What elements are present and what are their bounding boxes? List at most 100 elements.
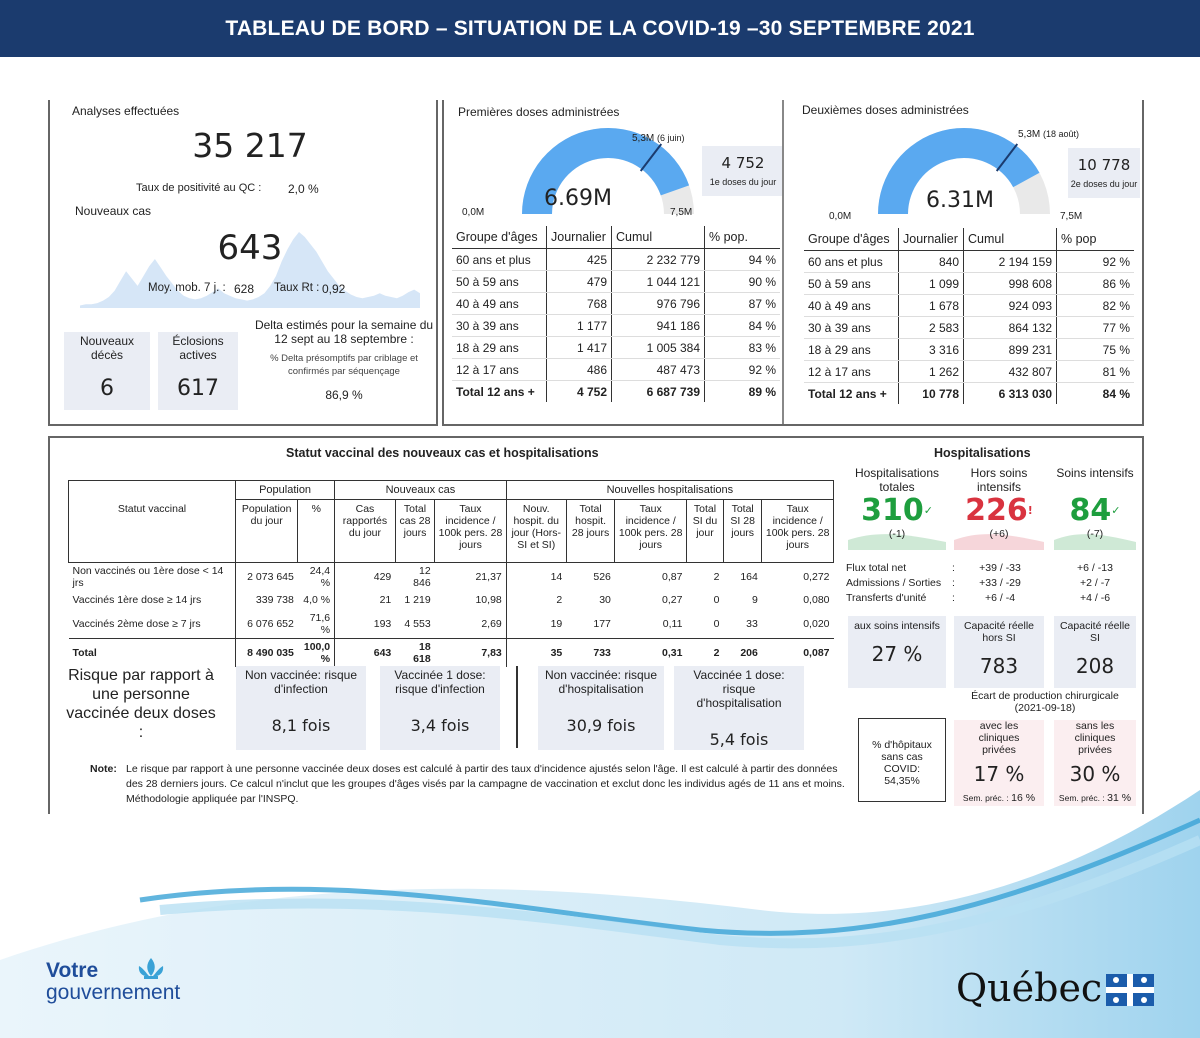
table-cell: 924 093: [963, 294, 1057, 317]
statut-column-header[interactable]: Population du jour: [234, 499, 299, 563]
deuxiemes-card-value: 10 778: [1077, 156, 1131, 174]
table-cell: 100,0 %: [297, 637, 335, 667]
statut-column-header[interactable]: Total hospit. 28 jours: [565, 499, 616, 563]
table-cell: 4 752: [546, 380, 612, 402]
table-row[interactable]: 50 à 59 ans 479 1 044 121 90 %: [452, 270, 780, 293]
deuxiemes-card-label: 2e doses du jour: [1070, 179, 1138, 189]
table-cell: 40 à 49 ans: [804, 294, 899, 317]
gauge-fill: [878, 128, 1040, 214]
table-total-row: Total 8 490 035 100,0 % 643 18 618 7,83 35 733 0…: [68, 637, 834, 667]
quebec-logo: Québec: [956, 966, 1154, 1010]
table-row[interactable]: Vaccinés 1ère dose ≥ 14 jrs 339 738 4,0 % 2…: [69, 590, 834, 610]
table-cell: 50 à 59 ans: [804, 272, 899, 295]
table-row[interactable]: 60 ans et plus 840 2 194 159 92 %: [804, 250, 1134, 273]
statut-column-header[interactable]: Taux incidence / 100k pers. 28 jours: [434, 499, 507, 563]
table-row[interactable]: 40 à 49 ans 768 976 796 87 %: [452, 292, 780, 315]
cap-si2-label: Capacité réelle SI: [1059, 620, 1131, 644]
table-row[interactable]: 40 à 49 ans 1 678 924 093 82 %: [804, 294, 1134, 317]
table-cell: 1 005 384: [611, 336, 705, 359]
col-cumul[interactable]: Cumul: [963, 228, 1057, 251]
statut-title: Statut vaccinal des nouveaux cas et hosp…: [286, 446, 599, 460]
table-cell: 1 099: [898, 272, 964, 295]
statut-column-header[interactable]: %: [297, 499, 336, 563]
col-groupe[interactable]: Groupe d'âges: [452, 226, 547, 249]
premieres-min-label: 0,0M: [462, 207, 485, 218]
table-cell: 206: [723, 637, 762, 667]
table-row[interactable]: 30 à 39 ans 1 177 941 186 84 %: [452, 314, 780, 337]
cap-si-value: 27 %: [871, 642, 923, 666]
table-cell: 339 738: [234, 590, 298, 610]
flux-colon: :: [952, 577, 955, 589]
table-row[interactable]: 30 à 39 ans 2 583 864 132 77 %: [804, 316, 1134, 339]
table-cell: 164: [723, 561, 762, 591]
eclosions-label: Éclosions actives: [172, 334, 224, 362]
table-row[interactable]: 12 à 17 ans 486 487 473 92 %: [452, 358, 780, 381]
cap-si2-value: 208: [1075, 654, 1115, 678]
table-row[interactable]: 18 à 29 ans 1 417 1 005 384 83 %: [452, 336, 780, 359]
statut-column-header[interactable]: Total cas 28 jours: [394, 499, 436, 563]
statut-panel: Statut vaccinal des nouveaux cas et hosp…: [48, 436, 1144, 814]
logo-votre: Votre: [46, 959, 99, 982]
table-cell: 21: [334, 590, 396, 610]
table-cell: 81 %: [1056, 360, 1134, 383]
table-cell: 0,31: [614, 637, 687, 667]
table-cell: 7,83: [434, 637, 507, 667]
table-cell: 12 à 17 ans: [452, 358, 547, 381]
premieres-max-label: 7,5M: [670, 207, 693, 218]
statut-column-header[interactable]: Taux incidence / 100k pers. 28 jours: [761, 499, 834, 563]
risk-card-value: 8,1 fois: [271, 716, 331, 735]
statut-column-header[interactable]: Total SI 28 jours: [722, 499, 763, 563]
hosp-column-delta: (-1): [888, 528, 906, 540]
fleur-de-lys-icon: [138, 958, 164, 979]
statut-group-population: Population: [234, 480, 336, 500]
statut-column-header[interactable]: Nouv. hospit. du jour (Hors-SI et SI): [505, 499, 567, 563]
deuxiemes-min-label: 0,0M: [829, 211, 852, 222]
table-row[interactable]: 60 ans et plus 425 2 232 779 94 %: [452, 248, 780, 271]
ecart-label: Écart de production chirurgicale (2021-0…: [971, 690, 1119, 714]
table-cell: 10 778: [898, 382, 964, 404]
deuxiemes-table: Groupe d'âges Journalier Cumul % pop 60 …: [804, 228, 1134, 404]
deuxiemes-target-label: 5,3M (18 août): [1018, 129, 1079, 140]
table-row[interactable]: 18 à 29 ans 3 316 899 231 75 %: [804, 338, 1134, 361]
gouvernement-logo: Votre gouvernement: [46, 958, 180, 1004]
col-journalier[interactable]: Journalier: [898, 228, 964, 251]
table-cell: 193: [334, 609, 396, 638]
table-row[interactable]: Non vaccinés ou 1ère dose < 14 jrs 2 073 …: [68, 561, 834, 591]
table-cell: 733: [566, 637, 615, 667]
col-groupe[interactable]: Groupe d'âges: [804, 228, 899, 251]
flux-hors-si: +6 / -4: [984, 592, 1016, 604]
statut-column-header[interactable]: Taux incidence / 100k pers. 28 jours: [614, 499, 687, 563]
risk-card-label: Non vaccinée: risque d'infection: [244, 668, 358, 696]
statut-column-header[interactable]: Total SI du jour: [685, 499, 724, 563]
table-cell: 8 490 035: [234, 637, 298, 667]
table-cell: 864 132: [963, 316, 1057, 339]
deuxiemes-target-value: 5,3M: [1018, 129, 1041, 140]
table-cell: 30: [599, 594, 611, 606]
premieres-gauge-value: 6.69M: [544, 186, 612, 211]
table-cell: 643: [334, 637, 396, 667]
table-row[interactable]: Vaccinés 2ème dose ≥ 7 jrs 6 076 652 71,6 …: [69, 609, 834, 638]
statut-column-header[interactable]: Cas rapportés du jour: [334, 499, 396, 563]
col-pct-pop[interactable]: % pop.: [704, 226, 780, 249]
eclosions-value: 617: [177, 376, 219, 401]
table-row[interactable]: 50 à 59 ans 1 099 998 608 86 %: [804, 272, 1134, 295]
statut-column-header[interactable]: Statut vaccinal: [68, 499, 236, 563]
quebec-wordmark: Québec: [956, 966, 1103, 1010]
analyses-value: 35 217: [192, 126, 308, 165]
delta-title: Delta estimés pour la semaine du 12 sept…: [254, 318, 434, 346]
delta-subtitle: % Delta présomptifs par criblage et conf…: [270, 353, 418, 377]
cap-si2-tile: Capacité réelle SI 208: [1054, 616, 1136, 688]
risk-card-value: 5,4 fois: [709, 730, 769, 749]
analyses-panel: Analyses effectuées 35 217 Taux de posit…: [48, 100, 438, 426]
col-pct-pop[interactable]: % pop: [1056, 228, 1134, 251]
col-journalier[interactable]: Journalier: [546, 226, 612, 249]
statut-table: Population Nouveaux cas Nouvelles hospit…: [68, 480, 835, 667]
col-cumul[interactable]: Cumul: [611, 226, 705, 249]
table-cell: Total 12 ans +: [456, 384, 535, 399]
eclosions-tile: Éclosions actives 617: [158, 332, 238, 410]
table-cell: 2: [686, 561, 724, 591]
table-cell: 30 à 39 ans: [804, 316, 899, 339]
deces-value: 6: [100, 376, 114, 401]
table-row[interactable]: 12 à 17 ans 1 262 432 807 81 %: [804, 360, 1134, 383]
sans-prec-label: Sem. préc. :: [1058, 793, 1105, 803]
